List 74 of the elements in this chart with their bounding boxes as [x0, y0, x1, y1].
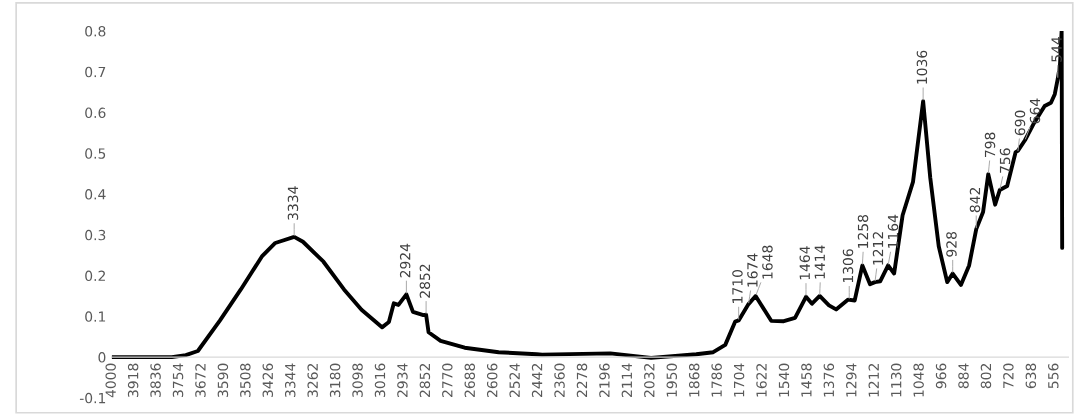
- y-tick-label: 0.1: [85, 311, 106, 322]
- annotation: 690: [1014, 110, 1026, 136]
- y-tick-label: 0.7: [85, 66, 106, 78]
- x-tick-label: 2770: [442, 363, 453, 397]
- x-tick-label: 3180: [329, 363, 341, 397]
- x-tick-label: 884: [958, 363, 969, 389]
- annotation: 1464: [799, 246, 811, 280]
- x-tick-label: 966: [935, 363, 947, 389]
- annotation: 798: [984, 132, 996, 157]
- annotation: 842: [969, 188, 981, 213]
- x-tick-label: 802: [980, 364, 992, 389]
- x-tick-label: 3508: [240, 363, 251, 397]
- x-tick-label: 1704: [733, 363, 745, 397]
- annotation: 756: [999, 148, 1011, 173]
- x-tick-label: 2278: [576, 363, 588, 397]
- x-tick-label: 3590: [217, 363, 229, 397]
- annotation: 1648: [762, 245, 773, 279]
- y-tick-label: 0.5: [85, 148, 106, 159]
- x-tick-label: 2852: [419, 364, 431, 397]
- annotation: 1258: [857, 215, 869, 248]
- annotation: 544: [1051, 37, 1062, 62]
- x-tick-label: 3344: [284, 363, 296, 397]
- x-tick-label: 720: [1003, 363, 1014, 389]
- x-tick-label: 3918: [127, 363, 139, 397]
- x-tick-label: 1950: [666, 363, 678, 397]
- y-tick-label: 0.4: [85, 189, 106, 200]
- x-tick-label: 3016: [374, 363, 386, 397]
- line-series: [111, 31, 1065, 360]
- x-tick-label: 1622: [756, 364, 767, 397]
- x-tick-label: 556: [1048, 363, 1059, 389]
- y-tick-label: -0.1: [79, 392, 106, 404]
- x-tick-label: 1212: [868, 364, 879, 397]
- x-tick-label: 1294: [846, 363, 857, 397]
- x-tick-label: 3262: [307, 364, 318, 397]
- x-tick-label: 2606: [486, 363, 498, 397]
- x-tick-label: 1868: [688, 363, 700, 397]
- x-tick-label: 1048: [913, 363, 924, 397]
- x-tick-label: 3836: [150, 363, 161, 397]
- y-tick-label: 0.8: [85, 26, 106, 37]
- annotation: 928: [946, 231, 957, 257]
- y-tick-label: 0: [98, 352, 106, 363]
- x-tick-label: 2032: [644, 364, 655, 397]
- x-tick-label: 2196: [599, 363, 610, 397]
- x-tick-label: 2934: [397, 363, 408, 397]
- x-tick-label: 638: [1025, 363, 1037, 389]
- y-tick-label: 0.6: [85, 107, 106, 119]
- x-tick-label: 3672: [195, 364, 206, 397]
- annotation: 1710: [732, 269, 743, 303]
- x-tick-label: 3426: [262, 363, 274, 397]
- x-tick-label: 1540: [778, 363, 790, 397]
- annotation: 1212: [872, 232, 884, 265]
- annotation: 1674: [747, 253, 758, 287]
- x-tick-label: 1376: [823, 363, 835, 397]
- annotation: 2852: [419, 264, 431, 298]
- x-tick-label: 1458: [801, 363, 812, 397]
- x-tick-label: 3754: [172, 363, 184, 397]
- x-tick-label: 1130: [890, 363, 902, 397]
- y-tick-label: 0.3: [85, 229, 106, 241]
- x-tick-label: 2442: [531, 364, 543, 397]
- x-tick-label: 2360: [554, 363, 565, 397]
- x-tick-label: 2524: [509, 363, 520, 397]
- annotation: 3334: [287, 186, 299, 220]
- annotation: 2924: [399, 243, 411, 278]
- x-tick-label: 3098: [352, 363, 363, 397]
- annotation: 1164: [887, 214, 899, 248]
- x-tick-label: 1786: [711, 363, 722, 397]
- x-tick-label: 4000: [105, 363, 116, 398]
- x-tick-label: 2688: [464, 363, 476, 397]
- x-tick-label: 2114: [621, 363, 632, 397]
- annotation: 1036: [916, 50, 928, 84]
- annotation: 664: [1029, 98, 1041, 124]
- annotation: 1306: [842, 249, 854, 283]
- y-tick-label: 0.2: [85, 270, 105, 282]
- annotation: 1414: [814, 245, 825, 279]
